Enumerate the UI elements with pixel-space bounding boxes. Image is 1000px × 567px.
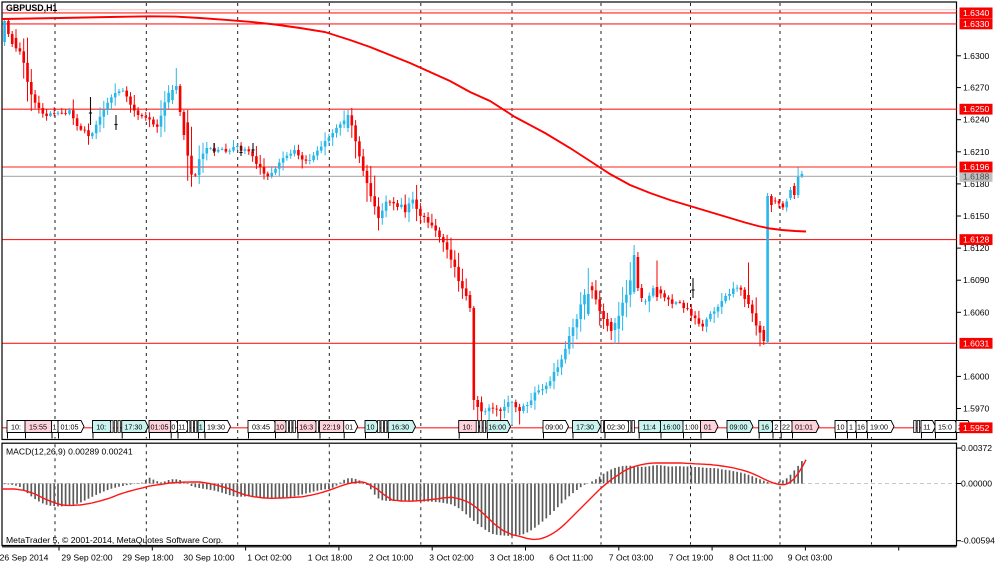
svg-text:01:01: 01:01 bbox=[795, 422, 813, 431]
svg-text:15:0: 15:0 bbox=[938, 422, 952, 431]
svg-text:1.6270: 1.6270 bbox=[963, 83, 990, 93]
svg-text:10:: 10: bbox=[96, 422, 106, 431]
svg-text:10:: 10: bbox=[462, 422, 472, 431]
svg-text:1:00: 1:00 bbox=[685, 422, 699, 431]
svg-text:29 Sep 02:00: 29 Sep 02:00 bbox=[61, 553, 112, 563]
svg-text:1.6240: 1.6240 bbox=[963, 115, 990, 125]
svg-text:29 Sep 18:00: 29 Sep 18:00 bbox=[122, 553, 173, 563]
svg-text:01:05: 01:05 bbox=[151, 422, 169, 431]
svg-text:01: 01 bbox=[345, 422, 353, 431]
svg-text:09:00: 09:00 bbox=[545, 422, 563, 431]
svg-text:1.6031: 1.6031 bbox=[963, 338, 990, 348]
svg-text:09:00: 09:00 bbox=[730, 422, 748, 431]
svg-text:1.6340: 1.6340 bbox=[963, 8, 990, 18]
svg-text:2: 2 bbox=[774, 422, 778, 431]
svg-text:1.6000: 1.6000 bbox=[963, 371, 990, 381]
svg-text:7 Oct 19:00: 7 Oct 19:00 bbox=[669, 553, 714, 563]
svg-text:17:30: 17:30 bbox=[576, 422, 594, 431]
svg-text:02:30: 02:30 bbox=[607, 422, 625, 431]
svg-text:10: 10 bbox=[276, 422, 284, 431]
svg-text:3 Oct 02:00: 3 Oct 02:00 bbox=[429, 553, 474, 563]
svg-text:16:00: 16:00 bbox=[488, 422, 506, 431]
svg-text:1.6120: 1.6120 bbox=[963, 243, 990, 253]
svg-text:1.6196: 1.6196 bbox=[963, 162, 990, 172]
svg-text:1.6188: 1.6188 bbox=[963, 171, 990, 181]
svg-text:6 Oct 11:00: 6 Oct 11:00 bbox=[549, 553, 593, 563]
svg-text:16:3: 16:3 bbox=[299, 422, 313, 431]
svg-text:1.5970: 1.5970 bbox=[963, 404, 990, 414]
svg-text:15:55: 15:55 bbox=[29, 422, 47, 431]
svg-text:GBPUSD,H1: GBPUSD,H1 bbox=[6, 3, 57, 13]
svg-text:1 Oct 02:00: 1 Oct 02:00 bbox=[247, 553, 292, 563]
svg-text:0: 0 bbox=[171, 422, 175, 431]
svg-text:16: 16 bbox=[857, 422, 865, 431]
svg-text:1: 1 bbox=[53, 422, 57, 431]
svg-text:19:00: 19:00 bbox=[870, 422, 888, 431]
svg-text:17:30: 17:30 bbox=[124, 422, 142, 431]
svg-text:10:: 10: bbox=[11, 422, 21, 431]
svg-text:1.6330: 1.6330 bbox=[963, 19, 990, 29]
svg-text:1.6180: 1.6180 bbox=[963, 179, 990, 189]
svg-text:1.6090: 1.6090 bbox=[963, 275, 990, 285]
svg-text:16:30: 16:30 bbox=[391, 422, 409, 431]
svg-text:16: 16 bbox=[761, 422, 769, 431]
svg-text:1.6060: 1.6060 bbox=[963, 307, 990, 317]
svg-text:1.6300: 1.6300 bbox=[963, 51, 990, 61]
svg-text:1: 1 bbox=[849, 422, 853, 431]
svg-text:MetaTrader 5, © 2001-2014, Met: MetaTrader 5, © 2001-2014, MetaQuotes So… bbox=[6, 535, 223, 545]
svg-text:1.6128: 1.6128 bbox=[963, 235, 990, 245]
svg-text:1: 1 bbox=[199, 422, 203, 431]
svg-text:1.5952: 1.5952 bbox=[963, 423, 990, 433]
svg-text:19:30: 19:30 bbox=[207, 422, 225, 431]
svg-text:1.6250: 1.6250 bbox=[963, 104, 990, 114]
svg-text:3 Oct 18:00: 3 Oct 18:00 bbox=[490, 553, 535, 563]
svg-text:10: 10 bbox=[837, 422, 845, 431]
svg-text:9 Oct 03:00: 9 Oct 03:00 bbox=[788, 553, 833, 563]
svg-text:11:4: 11:4 bbox=[642, 422, 655, 431]
svg-text:01: 01 bbox=[704, 422, 712, 431]
svg-text:1.6150: 1.6150 bbox=[963, 211, 990, 221]
svg-text:1.6210: 1.6210 bbox=[963, 147, 990, 157]
svg-text:22: 22 bbox=[782, 422, 790, 431]
svg-text:11: 11 bbox=[178, 422, 185, 431]
svg-text:-0.00594: -0.00594 bbox=[961, 536, 995, 546]
svg-text:0.00372: 0.00372 bbox=[961, 443, 992, 453]
svg-text:03:45: 03:45 bbox=[252, 422, 270, 431]
svg-text:11: 11 bbox=[923, 422, 930, 431]
svg-text:30 Sep 10:00: 30 Sep 10:00 bbox=[183, 553, 234, 563]
svg-text:10: 10 bbox=[367, 422, 375, 431]
svg-text:1 Oct 18:00: 1 Oct 18:00 bbox=[308, 553, 353, 563]
svg-text:MACD(12,26,9) 0.00289 0.00241: MACD(12,26,9) 0.00289 0.00241 bbox=[6, 447, 133, 457]
svg-text:01:05: 01:05 bbox=[61, 422, 79, 431]
svg-text:7 Oct 03:00: 7 Oct 03:00 bbox=[609, 553, 654, 563]
svg-text:26 Sep 2014: 26 Sep 2014 bbox=[0, 553, 49, 563]
svg-text:0.00000: 0.00000 bbox=[961, 479, 992, 489]
svg-text:8 Oct 11:00: 8 Oct 11:00 bbox=[729, 553, 773, 563]
svg-text:16:00: 16:00 bbox=[663, 422, 681, 431]
svg-text:22:19: 22:19 bbox=[323, 422, 341, 431]
svg-text:2 Oct 10:00: 2 Oct 10:00 bbox=[369, 553, 414, 563]
